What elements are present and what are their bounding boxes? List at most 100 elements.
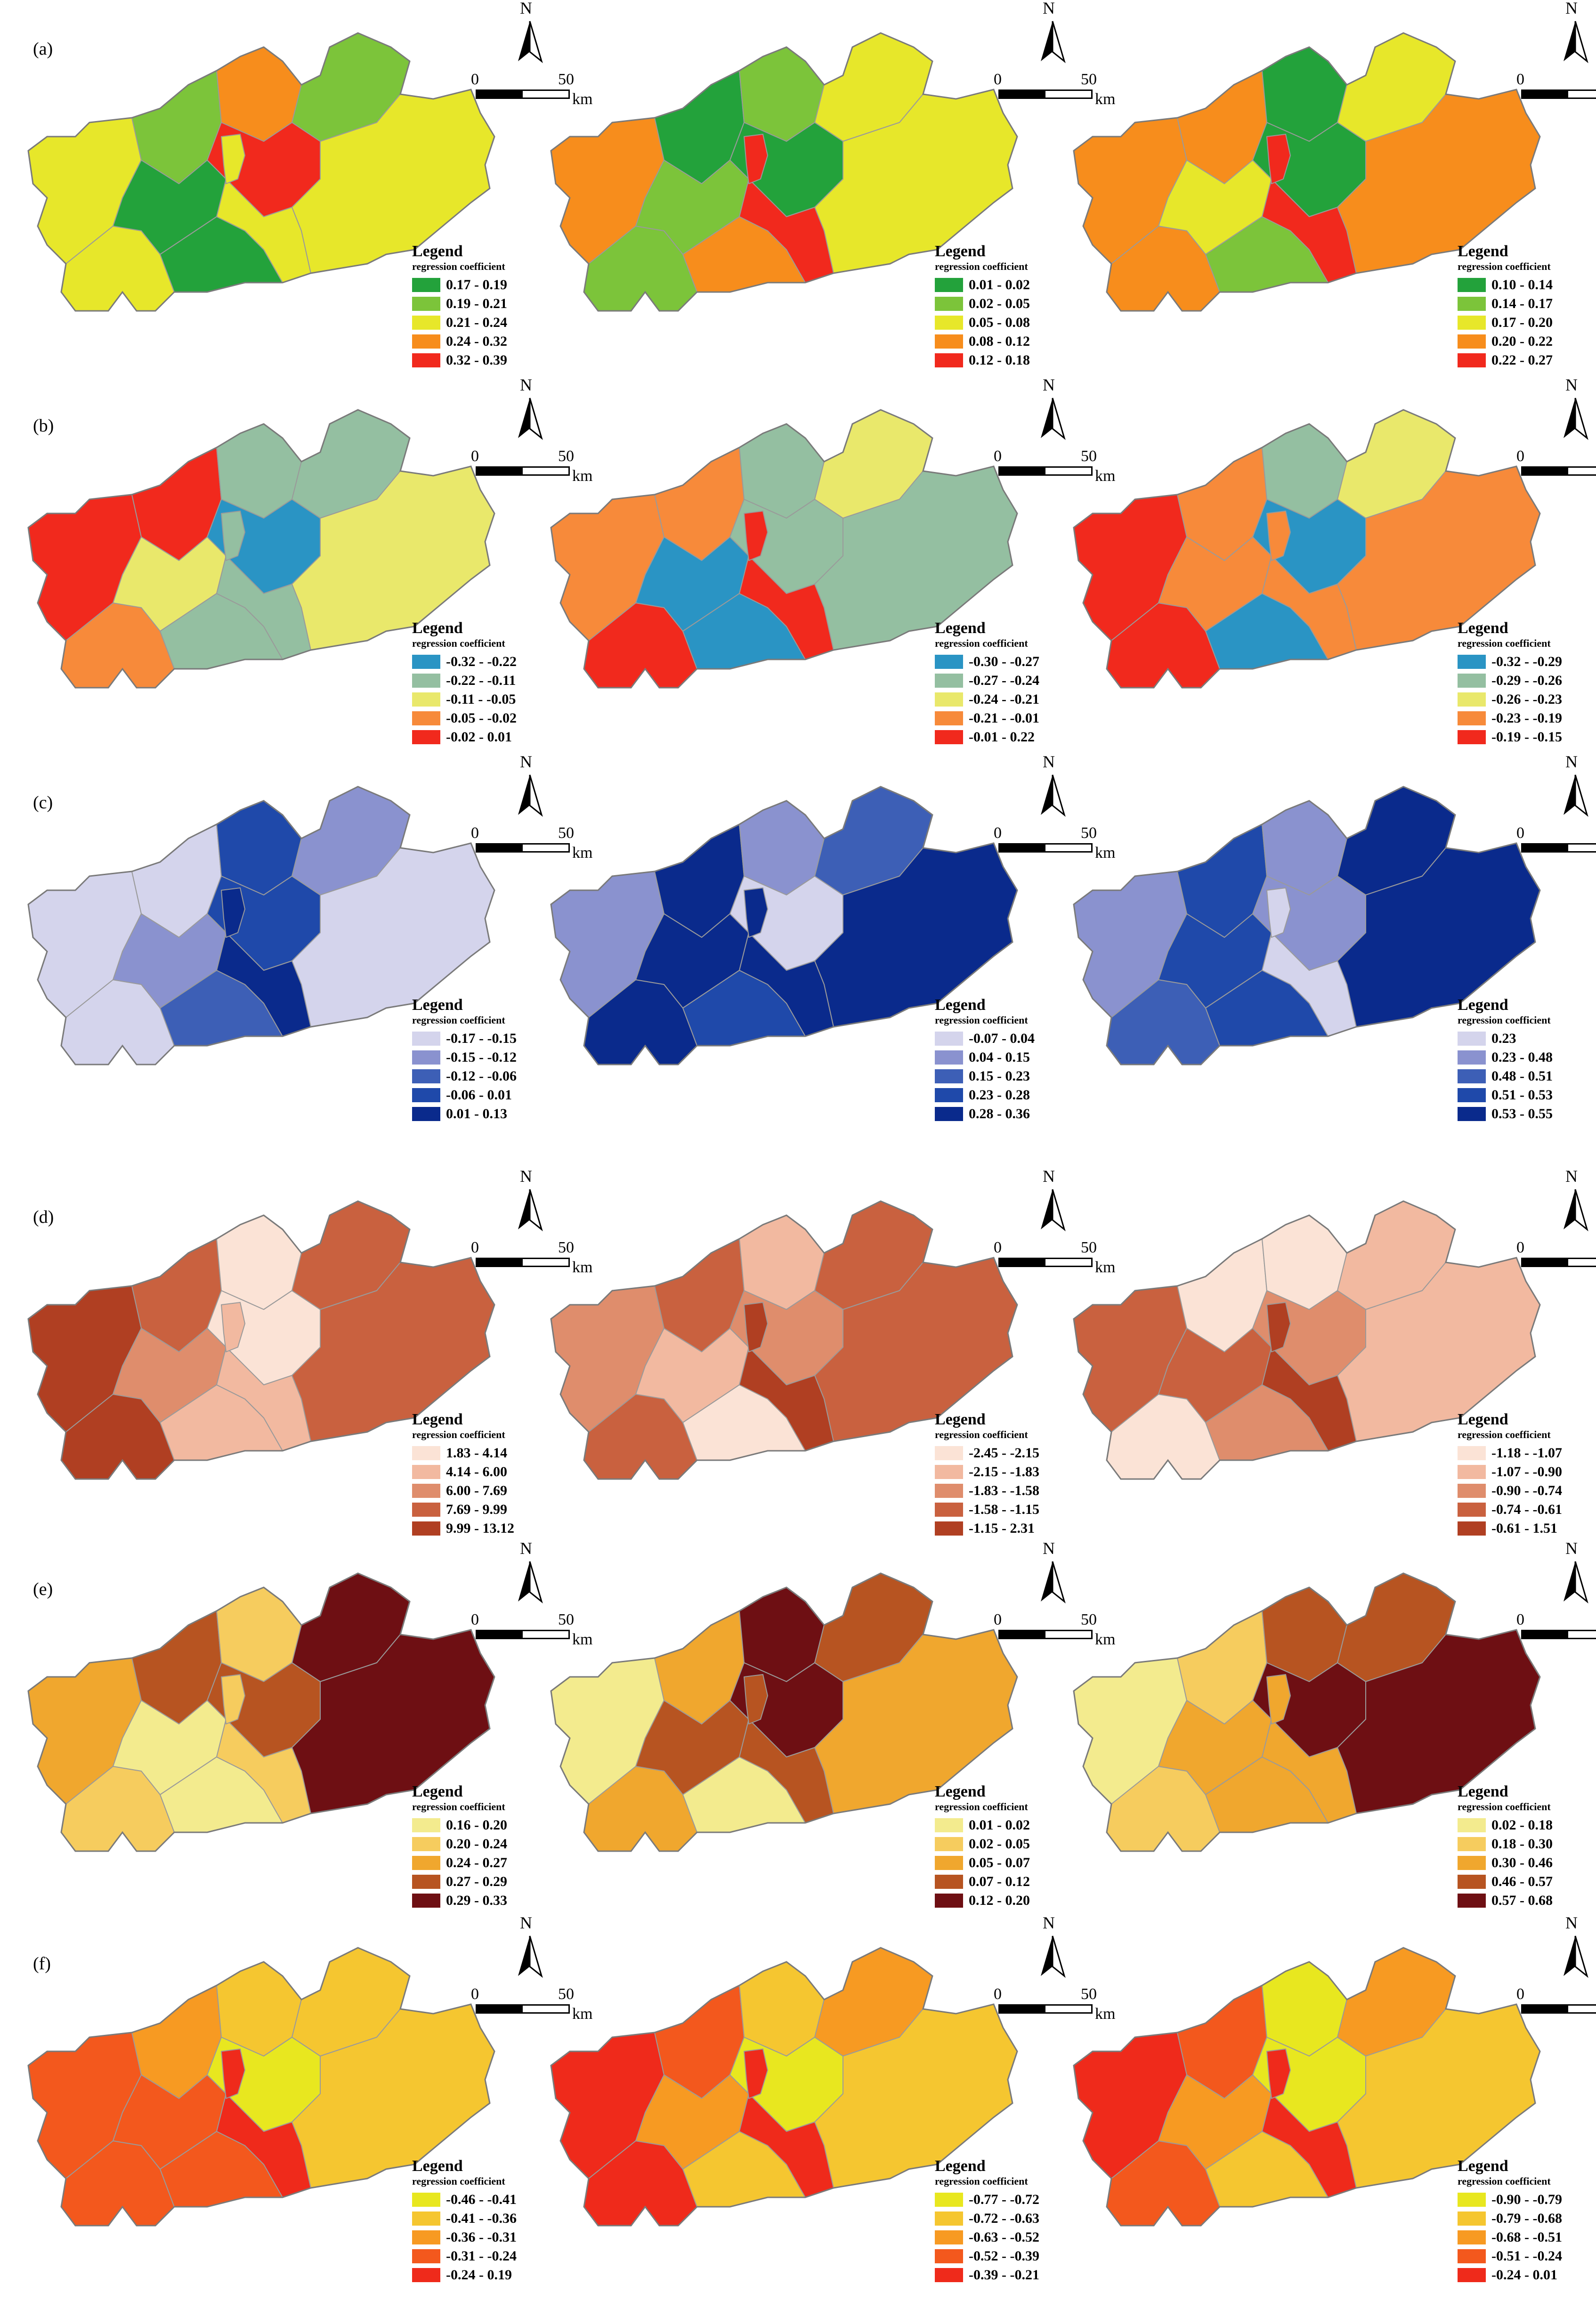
figure-row: (d) N 0 50 km Legend regression coefficient 1.8… [0, 1167, 1596, 1545]
legend-item: 7.69 - 9.99 [412, 1500, 553, 1519]
legend-swatch [935, 1069, 963, 1083]
legend-label: 1.83 - 4.14 [446, 1445, 507, 1461]
legend-swatch [412, 1069, 440, 1083]
choropleth-map [27, 409, 495, 689]
study-area-outline [1073, 1947, 1541, 2227]
legend-item: -0.61 - 1.51 [1458, 1519, 1596, 1538]
legend-swatch [1458, 655, 1486, 669]
legend-swatch [1458, 1818, 1486, 1832]
legend-item: -0.68 - -0.51 [1458, 2228, 1596, 2247]
choropleth-map [1073, 32, 1541, 312]
choropleth-map [550, 1947, 1018, 2227]
central-city-region [1266, 2049, 1291, 2099]
legend-item: 6.00 - 7.69 [412, 1481, 553, 1500]
legend-item: 0.12 - 0.18 [935, 351, 1076, 370]
north-label: N [520, 752, 532, 771]
legend-swatch [1458, 297, 1486, 311]
legend-item: -0.01 - 0.22 [935, 728, 1076, 747]
legend: Legend regression coefficient -0.30 - -0.2… [935, 619, 1076, 747]
legend-item: 0.01 - 0.13 [412, 1105, 553, 1123]
legend-label: 0.22 - 0.27 [1491, 352, 1553, 368]
legend-label: -0.77 - -0.72 [969, 2192, 1039, 2207]
choropleth-map [550, 1200, 1018, 1480]
scale-zero-label: 0 [994, 1239, 1002, 1256]
north-arrow-icon: N [1031, 1539, 1074, 1606]
legend-swatch [412, 1521, 440, 1536]
legend-swatch [935, 2230, 963, 2244]
choropleth-map [550, 32, 1018, 312]
legend-item: -0.46 - -0.41 [412, 2190, 553, 2209]
legend-item: -0.26 - -0.23 [1458, 690, 1596, 709]
legend-swatch [412, 1818, 440, 1832]
legend-swatch [935, 297, 963, 311]
legend-swatch [412, 353, 440, 367]
map-panel: N 0 50 km Legend regression coefficient 0.16 -… [0, 1539, 592, 1912]
legend-swatch [1458, 278, 1486, 292]
choropleth-map [1073, 1200, 1541, 1480]
legend-title: Legend [412, 243, 463, 260]
legend-label: 0.16 - 0.20 [446, 1817, 507, 1833]
legend-label: -0.24 - 0.19 [446, 2267, 512, 2283]
legend-label: -0.36 - -0.31 [446, 2229, 517, 2245]
legend-label: -0.15 - -0.12 [446, 1049, 517, 1065]
row-label: (d) [33, 1207, 54, 1227]
legend-swatch [935, 1484, 963, 1498]
scale-line [476, 466, 570, 476]
legend-item: 0.16 - 0.20 [412, 1816, 553, 1835]
legend: Legend regression coefficient -0.77 - -0.7… [935, 2157, 1076, 2285]
legend-item: 0.07 - 0.12 [935, 1872, 1076, 1891]
legend-subtitle: regression coefficient [1458, 1801, 1551, 1813]
scale-segment [1523, 1259, 1568, 1266]
legend-label: 0.02 - 0.05 [969, 1836, 1030, 1852]
scale-line [1521, 843, 1596, 853]
legend-swatch [412, 2249, 440, 2263]
legend-label: -0.01 - 0.22 [969, 729, 1035, 745]
legend-subtitle: regression coefficient [412, 1014, 505, 1026]
legend-item: 0.57 - 0.68 [1458, 1891, 1596, 1910]
north-arrow-icon: N [509, 752, 551, 820]
legend-item: 0.28 - 0.36 [935, 1105, 1076, 1123]
legend-swatch [412, 297, 440, 311]
legend-swatch [935, 655, 963, 669]
legend-label: -0.74 - -0.61 [1491, 1502, 1562, 1517]
map-panel: N 0 50 km Legend regression coefficient -0.30 … [523, 375, 1115, 749]
map-panel: N 0 50 km Legend regression coefficient -2.45 … [523, 1167, 1115, 1540]
legend-label: 0.01 - 0.02 [969, 1817, 1030, 1833]
north-label: N [1565, 752, 1578, 771]
row-label: (b) [33, 416, 54, 436]
scale-segment [1523, 1631, 1568, 1638]
legend-title: Legend [412, 996, 463, 1014]
legend-item: -0.02 - 0.01 [412, 728, 553, 747]
legend-label: 0.05 - 0.07 [969, 1855, 1030, 1870]
scale-line [476, 843, 570, 853]
legend-item: -0.39 - -0.21 [935, 2266, 1076, 2285]
scale-zero-label: 0 [994, 824, 1002, 842]
scale-fifty-label: 50 [558, 71, 574, 88]
scale-segment [477, 91, 523, 98]
legend-swatch [935, 1875, 963, 1889]
north-arrow-icon: N [1031, 375, 1074, 443]
legend: Legend regression coefficient -0.07 - 0.04… [935, 996, 1076, 1123]
study-area-outline [1073, 409, 1541, 689]
legend-swatch [1458, 1069, 1486, 1083]
scale-line [1521, 466, 1596, 476]
legend-label: -1.07 - -0.90 [1491, 1464, 1562, 1480]
north-arrow-icon: N [509, 375, 551, 443]
scale-segment [1000, 1631, 1045, 1638]
legend-label: -1.83 - -1.58 [969, 1483, 1039, 1498]
legend-item: 9.99 - 13.12 [412, 1519, 553, 1538]
legend-swatch [412, 1107, 440, 1121]
scale-segment [1523, 845, 1568, 851]
legend-subtitle: regression coefficient [1458, 1014, 1551, 1026]
legend: Legend regression coefficient -0.32 - -0.2… [1458, 619, 1596, 747]
choropleth-map [550, 409, 1018, 689]
study-area-outline [1073, 32, 1541, 312]
legend-label: 0.12 - 0.20 [969, 1893, 1030, 1908]
central-city-region [1266, 511, 1291, 561]
